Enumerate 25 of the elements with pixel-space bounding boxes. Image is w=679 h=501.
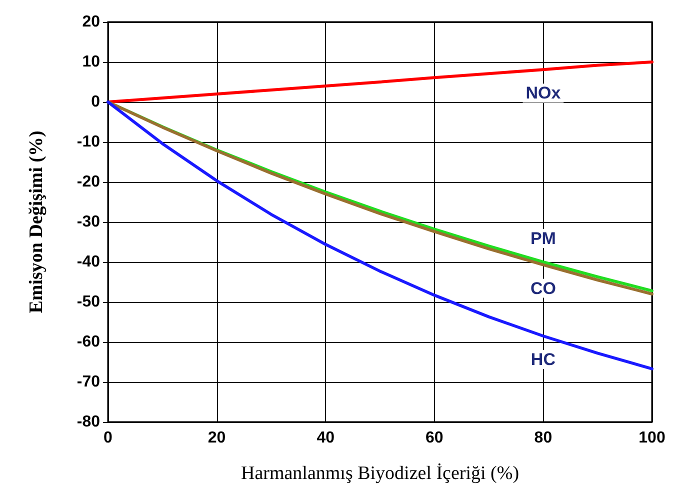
x-tick-label: 60 [426, 430, 444, 446]
y-axis-title: Emisyon Değişimi (%) [26, 130, 47, 314]
y-tick-label: -80 [76, 414, 100, 430]
y-tick-label: -50 [76, 294, 100, 310]
y-tick-label: -10 [76, 134, 100, 150]
x-axis-title: Harmanlanmış Biyodizel İçeriği (%) [240, 463, 520, 484]
y-tick-label: -20 [76, 174, 100, 190]
line-series [106, 100, 654, 370]
series-label: PM [530, 229, 556, 248]
x-tick-label: 100 [638, 430, 666, 446]
y-tick-label: -70 [76, 374, 100, 390]
x-tick-label: 40 [316, 430, 335, 446]
x-tick-label: 0 [104, 430, 113, 446]
y-tick-label: -60 [76, 334, 100, 350]
y-tick-label: -30 [76, 214, 100, 230]
x-tick-label: 20 [208, 430, 226, 446]
y-tick-label: 10 [82, 54, 100, 70]
x-tick-label: 80 [534, 430, 552, 446]
series-label: NOx [526, 84, 562, 103]
y-tick-label: 20 [82, 14, 100, 30]
line-series [106, 60, 654, 104]
y-tick-label: -40 [76, 254, 100, 270]
series-label: CO [530, 278, 556, 298]
series-label: HC [530, 350, 556, 369]
y-tick-label: 0 [91, 94, 100, 110]
